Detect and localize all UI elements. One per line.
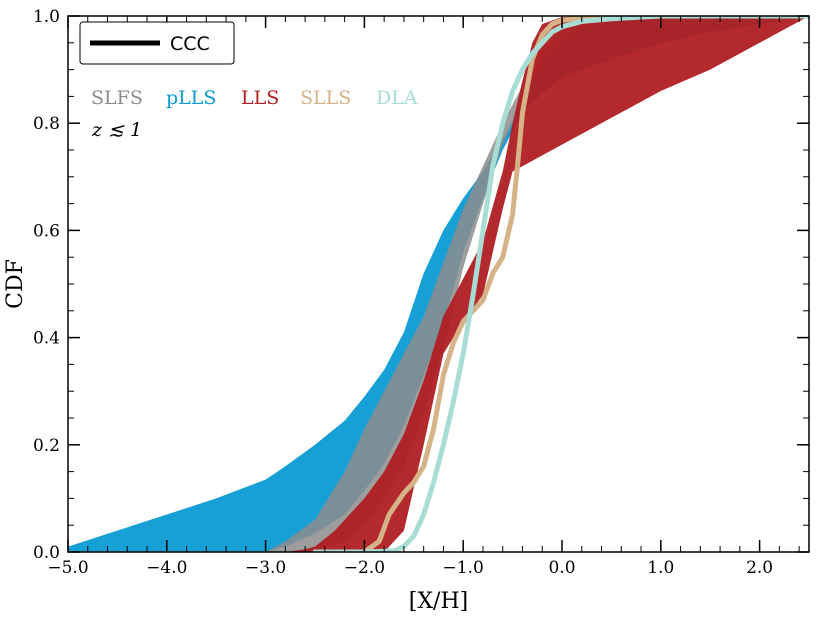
legend-label-ccc: CCC [170,33,210,55]
x-tick-label: 1.0 [647,558,674,578]
slfs-band [68,16,809,552]
y-tick-label: 0.8 [33,114,60,134]
y-axis-title: CDF [3,259,28,309]
plot-area [68,16,809,552]
lls-band [265,16,809,552]
series-label-lls: LLS [241,87,279,109]
series-label-plls: pLLS [166,87,216,109]
x-tick-label: 0.0 [548,558,575,578]
legend: CCC [79,21,235,65]
x-tick-label: −1.0 [443,558,484,578]
series-labels: SLFS pLLS LLS SLLS DLA [91,87,418,109]
axis-ticks: −5.0 −4.0 −3.0 −2.0 −1.0 0.0 1.0 2.0 0.0 0.2 0.4 0.… [33,7,809,578]
x-axis-title: [X/H] [409,589,468,614]
dla-line [312,16,809,552]
x-tick-label: 2.0 [746,558,773,578]
y-tick-label: 0.0 [33,543,60,563]
x-tick-label: −2.0 [344,558,385,578]
slls-line [312,16,809,552]
y-tick-label: 0.4 [33,329,60,349]
series-label-slls: SLLS [300,87,351,109]
series-label-dla: DLA [376,87,418,109]
y-tick-label: 1.0 [33,7,60,27]
y-tick-label: 0.6 [33,221,60,241]
redshift-annotation: z ≲ 1 [91,119,142,141]
series-label-slfs: SLFS [91,87,143,109]
x-tick-label: −5.0 [47,558,88,578]
x-tick-label: −3.0 [245,558,286,578]
y-tick-label: 0.2 [33,436,60,456]
x-tick-label: −4.0 [146,558,187,578]
